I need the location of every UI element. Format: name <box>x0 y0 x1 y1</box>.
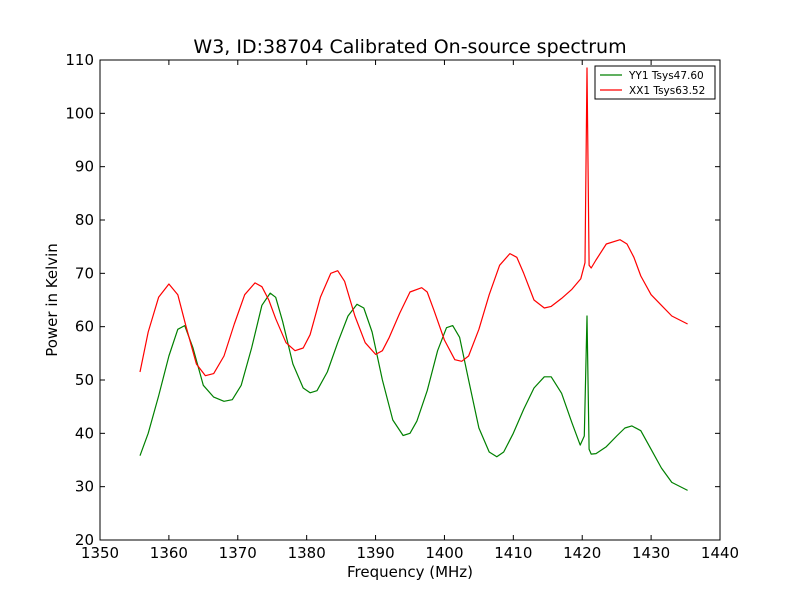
y-tick-label: 110 <box>65 51 94 69</box>
series-line-yy1 <box>139 292 688 491</box>
x-tick-label: 1360 <box>150 544 188 562</box>
y-tick-label: 70 <box>75 264 94 282</box>
legend-label: XX1 Tsys63.52 <box>629 85 705 97</box>
y-tick-label: 30 <box>75 478 94 496</box>
x-axis-label: Frequency (MHz) <box>347 563 473 581</box>
x-tick-label: 1430 <box>632 544 670 562</box>
x-tick-label: 1390 <box>356 544 394 562</box>
chart-title: W3, ID:38704 Calibrated On-source spectr… <box>193 36 626 58</box>
x-tick-label: 1410 <box>494 544 532 562</box>
x-tick-label: 1380 <box>288 544 326 562</box>
legend-box <box>594 65 716 100</box>
x-tick-label: 1370 <box>219 544 257 562</box>
y-tick-label: 80 <box>75 211 94 229</box>
y-axis-label: Power in Kelvin <box>43 243 61 357</box>
y-tick-label: 60 <box>75 318 94 336</box>
series-line-xx1 <box>139 67 688 377</box>
legend-entries: YY1 Tsys47.60 XX1 Tsys63.52 <box>600 70 705 97</box>
x-tick-label: 1400 <box>425 544 463 562</box>
axes-frame <box>99 59 721 541</box>
series-layer <box>139 67 688 491</box>
x-axis-ticks: 1350 1360 1370 1380 1390 1400 1410 1420 1430 1440 <box>81 60 739 562</box>
x-tick-label: 1350 <box>81 544 119 562</box>
x-tick-label: 1440 <box>701 544 739 562</box>
y-axis-ticks: 20 30 40 50 60 70 80 90 100 110 <box>65 51 720 549</box>
legend-label: YY1 Tsys47.60 <box>628 70 704 82</box>
y-tick-label: 100 <box>65 104 94 122</box>
y-tick-label: 50 <box>75 371 94 389</box>
y-tick-label: 20 <box>75 531 94 549</box>
plot-area: 1350 1360 1370 1380 1390 1400 1410 1420 1430 1440… <box>65 51 739 562</box>
legend: YY1 Tsys47.60 XX1 Tsys63.52 <box>594 65 716 100</box>
y-tick-label: 40 <box>75 424 94 442</box>
x-tick-label: 1420 <box>563 544 601 562</box>
y-tick-label: 90 <box>75 158 94 176</box>
